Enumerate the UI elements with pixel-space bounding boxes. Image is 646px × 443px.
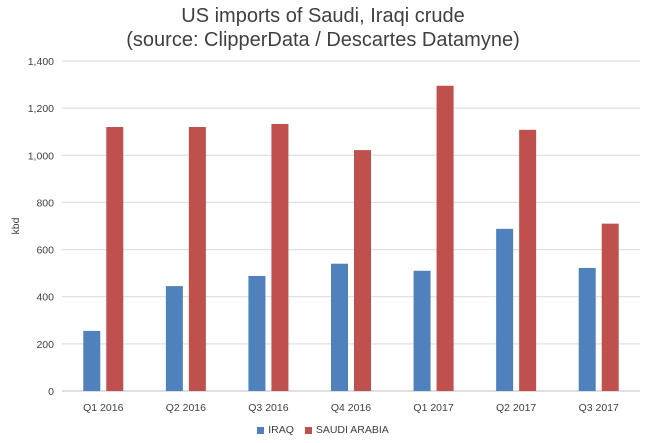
y-tick-label: 800 — [36, 197, 54, 209]
legend: IRAQ SAUDI ARABIA — [0, 424, 646, 437]
legend-item-saudi-arabia: SAUDI ARABIA — [304, 424, 389, 436]
x-tick-label: Q2 2017 — [496, 402, 536, 414]
bar-iraq — [578, 267, 596, 391]
legend-swatch-iraq — [257, 426, 265, 434]
legend-swatch-saudi-arabia — [304, 426, 312, 434]
bar-iraq — [496, 228, 514, 391]
legend-item-iraq: IRAQ — [257, 424, 294, 436]
x-tick-label: Q1 2016 — [83, 402, 123, 414]
y-tick-label: 200 — [36, 339, 54, 351]
y-tick-label: 0 — [48, 386, 54, 398]
x-tick-label: Q3 2017 — [579, 402, 619, 414]
x-tick-label: Q4 2016 — [331, 402, 371, 414]
y-tick-label: 1,400 — [28, 56, 54, 68]
bar-iraq — [83, 330, 101, 391]
chart-title: US imports of Saudi, Iraqi crude — [181, 5, 465, 27]
y-tick-label: 1,200 — [28, 103, 54, 115]
x-tick-label: Q2 2016 — [166, 402, 206, 414]
bar-iraq — [413, 270, 431, 391]
bar-iraq — [331, 263, 348, 391]
legend-label-saudi-arabia: SAUDI ARABIA — [315, 424, 389, 436]
bar-iraq — [165, 286, 183, 391]
y-tick-label: 400 — [36, 292, 54, 304]
legend-label-iraq: IRAQ — [268, 424, 294, 436]
bar-saudi-arabia — [106, 127, 124, 391]
x-tick-label: Q1 2017 — [413, 402, 453, 414]
bar-saudi-arabia — [436, 85, 454, 391]
y-tick-label: 600 — [36, 245, 54, 257]
y-axis-label: kbd — [10, 217, 22, 234]
bar-saudi-arabia — [271, 123, 289, 391]
bar-iraq — [248, 275, 266, 391]
x-tick-label: Q3 2016 — [248, 402, 288, 414]
chart-subtitle: (source: ClipperData / Descartes Datamyn… — [126, 29, 520, 51]
bar-saudi-arabia — [519, 129, 537, 392]
bar-saudi-arabia — [188, 127, 206, 391]
bar-saudi-arabia — [601, 223, 619, 391]
y-tick-label: 1,000 — [28, 150, 54, 162]
bar-saudi-arabia — [354, 150, 371, 391]
